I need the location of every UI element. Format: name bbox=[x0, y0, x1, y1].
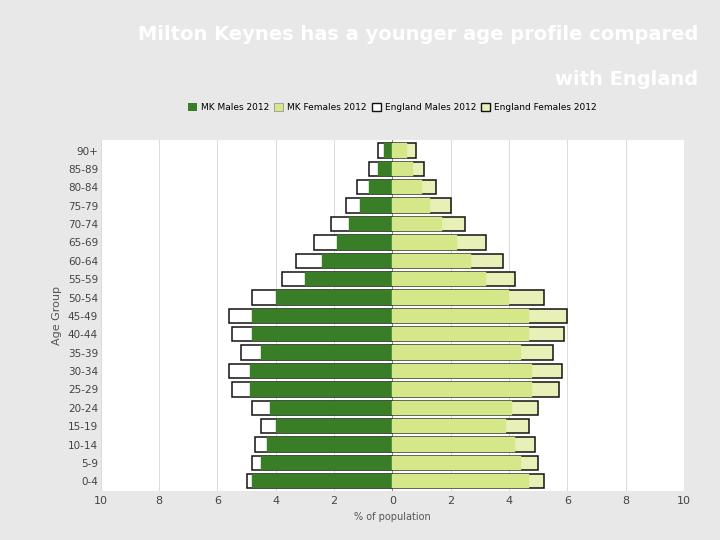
Bar bbox=[232, 327, 392, 341]
Bar bbox=[229, 364, 392, 378]
Bar bbox=[392, 346, 521, 360]
Bar bbox=[392, 327, 529, 341]
Bar bbox=[392, 143, 415, 158]
Bar bbox=[392, 180, 436, 194]
Bar bbox=[392, 199, 451, 213]
Bar bbox=[392, 161, 413, 176]
Y-axis label: Age Group: Age Group bbox=[53, 286, 62, 346]
X-axis label: % of population: % of population bbox=[354, 512, 431, 522]
Bar bbox=[392, 309, 567, 323]
Bar bbox=[378, 161, 392, 176]
Bar bbox=[331, 217, 392, 231]
Bar bbox=[392, 272, 486, 286]
Bar bbox=[392, 437, 535, 451]
Bar bbox=[369, 180, 392, 194]
Bar bbox=[323, 254, 392, 268]
Bar bbox=[261, 419, 392, 433]
Bar bbox=[305, 272, 392, 286]
Bar bbox=[392, 272, 515, 286]
Bar bbox=[392, 217, 442, 231]
Bar bbox=[276, 291, 392, 305]
Bar bbox=[261, 346, 392, 360]
Bar bbox=[250, 364, 392, 378]
Bar bbox=[392, 346, 553, 360]
Bar bbox=[240, 346, 392, 360]
Text: with England: with England bbox=[555, 70, 698, 89]
Bar bbox=[392, 419, 529, 433]
Bar bbox=[392, 401, 512, 415]
Bar bbox=[246, 474, 392, 489]
Bar bbox=[253, 474, 392, 489]
Bar bbox=[348, 217, 392, 231]
Bar bbox=[229, 309, 392, 323]
Bar bbox=[253, 456, 392, 470]
Bar bbox=[392, 364, 562, 378]
Bar bbox=[392, 474, 544, 489]
Bar bbox=[253, 309, 392, 323]
Bar bbox=[253, 401, 392, 415]
Bar bbox=[392, 456, 521, 470]
Bar bbox=[357, 180, 392, 194]
Bar bbox=[392, 309, 529, 323]
Bar bbox=[392, 199, 431, 213]
Bar bbox=[256, 437, 392, 451]
Bar bbox=[276, 419, 392, 433]
Bar bbox=[282, 272, 392, 286]
Bar bbox=[384, 143, 392, 158]
Bar bbox=[392, 382, 532, 396]
Bar bbox=[253, 327, 392, 341]
Bar bbox=[392, 401, 539, 415]
Bar bbox=[392, 291, 544, 305]
Bar bbox=[346, 199, 392, 213]
Bar bbox=[261, 456, 392, 470]
Bar bbox=[392, 217, 465, 231]
Bar bbox=[253, 291, 392, 305]
Bar bbox=[232, 382, 392, 396]
Text: Milton Keynes has a younger age profile compared: Milton Keynes has a younger age profile … bbox=[138, 24, 698, 44]
Bar bbox=[392, 254, 471, 268]
Legend: MK Males 2012, MK Females 2012, England Males 2012, England Females 2012: MK Males 2012, MK Females 2012, England … bbox=[184, 99, 600, 116]
Bar bbox=[392, 254, 503, 268]
Bar bbox=[296, 254, 392, 268]
Bar bbox=[250, 382, 392, 396]
Bar bbox=[392, 437, 515, 451]
Bar bbox=[314, 235, 392, 249]
Bar bbox=[392, 456, 539, 470]
Bar bbox=[270, 401, 392, 415]
Bar bbox=[267, 437, 392, 451]
Bar bbox=[392, 382, 559, 396]
Bar bbox=[392, 364, 532, 378]
Bar bbox=[392, 143, 407, 158]
Bar bbox=[392, 327, 564, 341]
Bar bbox=[392, 180, 422, 194]
Bar bbox=[392, 419, 506, 433]
Bar bbox=[360, 199, 392, 213]
Bar bbox=[392, 291, 509, 305]
Bar bbox=[392, 235, 456, 249]
Bar bbox=[392, 235, 486, 249]
Bar bbox=[369, 161, 392, 176]
Bar bbox=[378, 143, 392, 158]
Bar bbox=[337, 235, 392, 249]
Bar bbox=[392, 161, 425, 176]
Bar bbox=[392, 474, 529, 489]
